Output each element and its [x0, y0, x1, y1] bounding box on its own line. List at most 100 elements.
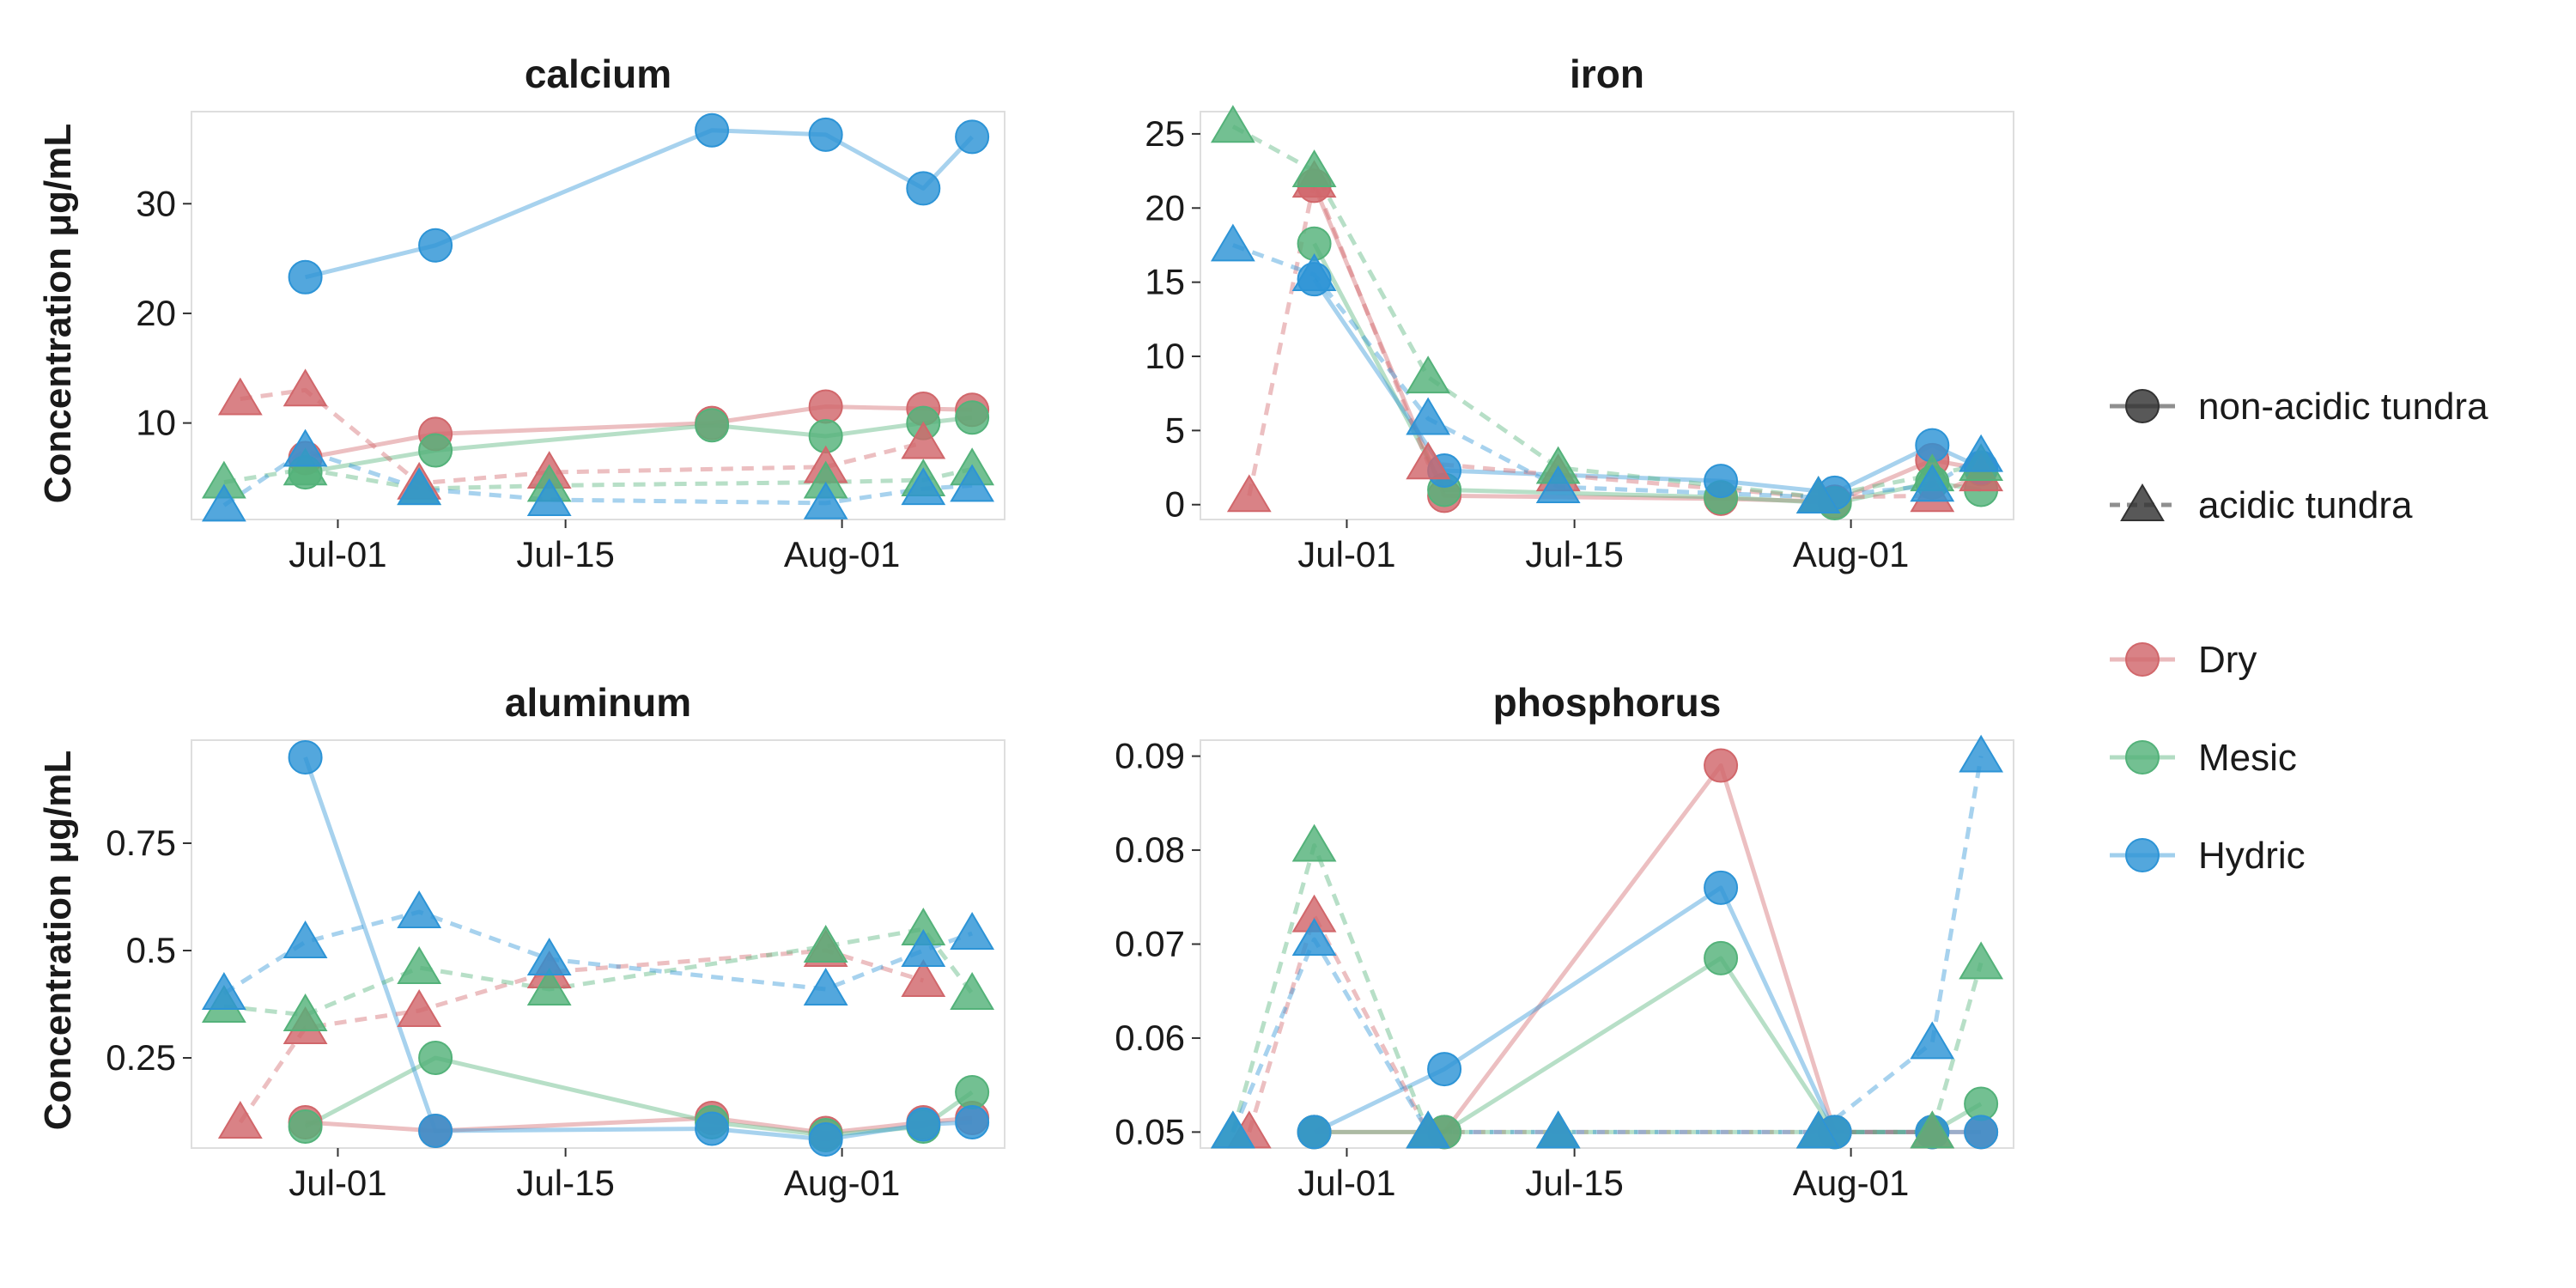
chart-panels: calcium 10 20 30 Jul-01 Jul-15 Aug-01 iron 0 5 10 1…	[106, 52, 2014, 1203]
data-point-mesic	[1704, 940, 1739, 975]
y-tick-label: 0.08	[1115, 829, 1185, 870]
panel-frame	[191, 111, 1005, 520]
data-point-hydric	[901, 929, 946, 967]
data-point-hydric	[526, 478, 572, 516]
data-point-dry	[217, 1101, 263, 1139]
y-tick-label: 25	[1145, 113, 1185, 154]
data-point-mesic	[695, 408, 730, 443]
data-point-mesic	[283, 447, 328, 486]
data-point-hydric	[1406, 1110, 1451, 1149]
data-point-hydric	[397, 467, 442, 506]
y-axis-label-bottom: Concentration μg/mL	[37, 750, 79, 1130]
panel-iron: iron 0 5 10 15 20 25 Jul-01 Jul-15 Aug-01	[1145, 52, 2014, 574]
legend-item-hydric: Hydric	[2110, 835, 2306, 877]
legend-label: acidic tundra	[2198, 484, 2413, 526]
x-tick-label: Jul-01	[289, 1163, 386, 1203]
data-point-mesic	[288, 1109, 323, 1144]
legend-item-triangle: acidic tundra	[2110, 483, 2413, 526]
data-point-hydric	[288, 259, 323, 295]
data-point-hydric	[397, 890, 442, 928]
legend: non-acidic tundra acidic tundra Dry Mesic Hy…	[2110, 386, 2488, 877]
y-tick-label: 0	[1165, 484, 1185, 525]
data-point-hydric	[1959, 734, 2004, 773]
data-point-dry	[397, 989, 442, 1027]
data-point-hydric	[418, 1114, 453, 1148]
y-tick-label: 20	[136, 293, 176, 333]
data-point-hydric	[906, 171, 941, 206]
data-point-hydric	[808, 117, 843, 152]
data-point-hydric	[1427, 1052, 1462, 1087]
panel-title: phosphorus	[1493, 680, 1722, 725]
data-point-hydric	[950, 912, 995, 950]
legend-marker-dry	[2125, 642, 2160, 677]
data-point-hydric	[283, 428, 328, 467]
panel-title: aluminum	[505, 680, 691, 725]
data-point-hydric	[1704, 464, 1739, 499]
data-point-mesic	[1406, 355, 1451, 394]
series-line-dry-acidic	[240, 387, 924, 486]
data-point-hydric	[1291, 918, 1337, 956]
data-point-mesic	[955, 400, 990, 435]
y-tick-label: 10	[1145, 336, 1185, 376]
data-point-hydric	[1910, 464, 1955, 502]
data-point-dry	[901, 959, 946, 997]
data-point-hydric	[955, 119, 990, 155]
data-point-hydric	[950, 464, 995, 502]
data-point-hydric	[803, 968, 848, 1005]
data-point-mesic	[1959, 941, 2004, 980]
x-tick-label: Aug-01	[784, 534, 900, 574]
data-point-mesic	[283, 993, 328, 1031]
data-point-hydric	[803, 481, 848, 519]
data-point-hydric	[1535, 1110, 1581, 1149]
panel-title: calcium	[525, 52, 671, 96]
y-axis-label-top: Concentration μg/mL	[37, 124, 79, 503]
legend-label: Dry	[2198, 639, 2257, 681]
x-tick-label: Jul-01	[1297, 534, 1395, 574]
data-point-mesic	[1291, 823, 1337, 862]
data-point-dry	[1704, 748, 1739, 783]
panel-frame	[1200, 111, 2014, 520]
legend-item-dry: Dry	[2110, 639, 2257, 681]
data-point-hydric	[283, 920, 328, 958]
x-tick-label: Jul-15	[1525, 1163, 1623, 1203]
legend-marker-mesic	[2125, 740, 2160, 775]
y-tick-label: 20	[1145, 187, 1185, 228]
data-point-hydric	[526, 938, 572, 975]
y-tick-label: 0.06	[1115, 1018, 1185, 1058]
data-point-mesic	[803, 925, 848, 963]
data-point-mesic	[397, 946, 442, 984]
legend-item-mesic: Mesic	[2110, 737, 2297, 779]
x-tick-label: Jul-15	[516, 534, 614, 574]
x-tick-label: Aug-01	[1793, 534, 1909, 574]
data-point-hydric	[1959, 434, 2004, 472]
data-point-hydric	[288, 740, 323, 775]
data-point-hydric	[695, 1111, 730, 1146]
legend-marker-triangle	[2120, 483, 2165, 521]
data-point-hydric	[1795, 476, 1841, 514]
y-tick-label: 0.75	[106, 823, 176, 863]
data-point-hydric	[1964, 1115, 1999, 1150]
x-tick-label: Jul-01	[289, 534, 386, 574]
x-tick-label: Jul-01	[1297, 1163, 1395, 1203]
panel-phosphorus: phosphorus 0.05 0.06 0.07 0.08 0.09 Jul-01 Jul-…	[1115, 680, 2014, 1203]
data-point-mesic	[1291, 149, 1337, 188]
series-markers	[1210, 734, 2004, 1150]
data-point-hydric	[1535, 465, 1581, 503]
data-point-hydric	[955, 1105, 990, 1139]
data-point-hydric	[808, 1122, 843, 1157]
data-point-dry	[217, 377, 263, 416]
series-markers	[201, 112, 995, 522]
y-tick-label: 5	[1165, 410, 1185, 450]
data-point-hydric	[901, 467, 946, 506]
x-tick-label: Jul-15	[1525, 534, 1623, 574]
data-point-hydric	[1210, 1110, 1255, 1149]
data-point-hydric	[1210, 223, 1255, 262]
panel-aluminum: aluminum 0.25 0.5 0.75 Jul-01 Jul-15 Aug-01	[106, 680, 1005, 1203]
series-markers	[201, 740, 995, 1157]
y-tick-label: 10	[136, 403, 176, 443]
data-point-dry	[1226, 474, 1272, 513]
data-point-mesic	[526, 968, 572, 1005]
legend-label: Hydric	[2198, 835, 2306, 877]
data-point-dry	[901, 421, 946, 459]
